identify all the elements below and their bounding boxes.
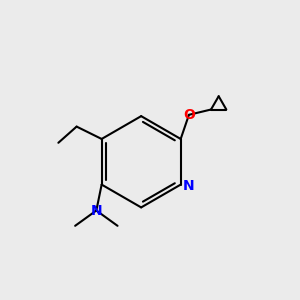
Text: N: N	[91, 203, 102, 218]
Text: N: N	[183, 179, 195, 193]
Text: O: O	[183, 108, 195, 122]
